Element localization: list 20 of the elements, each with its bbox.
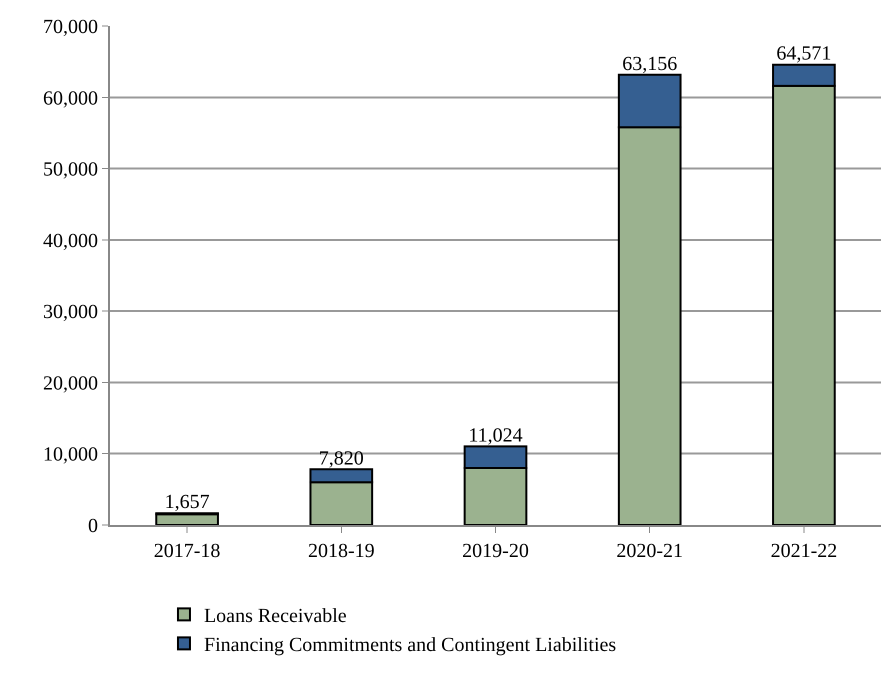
y-tick-label: 0 bbox=[88, 515, 98, 537]
legend-label: Financing Commitments and Contingent Liabilities bbox=[204, 634, 616, 656]
x-tick-label: 2017-18 bbox=[154, 540, 220, 562]
total-label: 11,024 bbox=[468, 424, 523, 446]
y-tick-label: 60,000 bbox=[43, 87, 98, 110]
total-label: 63,156 bbox=[622, 52, 678, 75]
legend-label: Loans Receivable bbox=[204, 605, 347, 628]
y-tick-label: 70,000 bbox=[43, 16, 98, 38]
y-tick-label: 20,000 bbox=[43, 372, 98, 394]
x-tick-label: 2018-19 bbox=[308, 540, 375, 562]
y-tick-label: 40,000 bbox=[43, 230, 98, 252]
y-tick-label: 50,000 bbox=[43, 158, 98, 181]
x-tick-label: 2021-22 bbox=[770, 540, 838, 562]
x-tick-label: 2019-20 bbox=[462, 540, 529, 562]
total-label: 64,571 bbox=[776, 42, 832, 65]
total-label: 7,820 bbox=[318, 447, 364, 470]
total-label: 1,657 bbox=[164, 491, 210, 514]
y-tick-label: 10,000 bbox=[43, 444, 98, 466]
y-tick-label: 30,000 bbox=[43, 301, 98, 324]
x-tick-label: 2020-21 bbox=[616, 540, 684, 562]
